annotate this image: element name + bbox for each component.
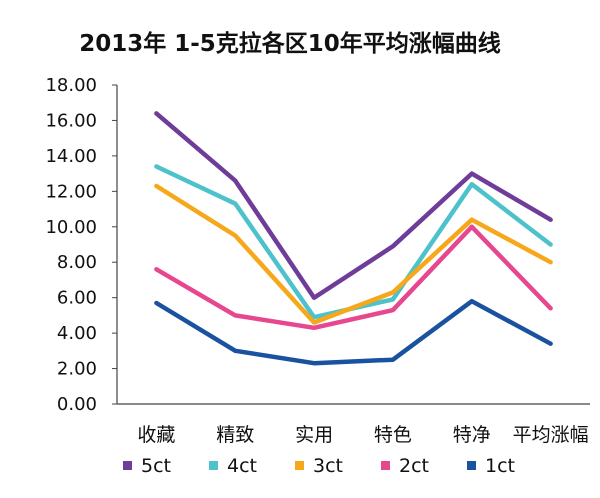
- legend-marker: [123, 461, 132, 470]
- y-tick-label: 6.00: [57, 288, 97, 309]
- x-tick-label: 平均涨幅: [513, 424, 589, 446]
- series-line-1ct: [154, 298, 553, 366]
- series-line-4ct: [154, 164, 553, 320]
- y-tick-label: 2.00: [57, 359, 97, 380]
- x-tick-labels: 收藏 精致 实用 特色 特净 平均涨幅: [137, 424, 588, 446]
- y-tick-label: 8.00: [57, 252, 97, 273]
- y-tick-label: 14.00: [45, 146, 97, 167]
- legend-marker: [381, 461, 390, 470]
- y-tick-label: 4.00: [57, 323, 97, 344]
- x-tick-label: 精致: [216, 424, 254, 446]
- x-tick-label: 特色: [374, 424, 412, 446]
- series-lines: [154, 111, 553, 366]
- legend-label: 2ct: [399, 455, 429, 477]
- axes: [116, 85, 590, 405]
- y-tick-label: 16.00: [45, 110, 97, 131]
- series-line-2ct: [154, 224, 553, 331]
- y-tick-label: 10.00: [45, 217, 97, 238]
- y-tick-label: 18.00: [45, 75, 97, 96]
- legend-label: 3ct: [313, 455, 343, 477]
- x-tick-label: 收藏: [137, 424, 175, 446]
- legend-marker: [467, 461, 476, 470]
- series-line-5ct: [154, 111, 553, 300]
- y-tick-label: 12.00: [45, 181, 97, 202]
- chart-title: 2013年 1-5克拉各区10年平均涨幅曲线: [79, 30, 501, 57]
- legend-label: 1ct: [485, 455, 515, 477]
- x-tick-label: 特净: [453, 424, 491, 446]
- legend-label: 4ct: [227, 455, 257, 477]
- legend-marker: [295, 461, 304, 470]
- legend-marker: [209, 461, 218, 470]
- legend: 5ct 4ct 3ct 2ct 1ct: [123, 455, 515, 477]
- legend-label: 5ct: [141, 455, 171, 477]
- series-line-3ct: [154, 183, 553, 325]
- x-tick-label: 实用: [295, 424, 333, 446]
- y-tick-labels: 18.00 16.00 14.00 12.00 10.00 8.00 6.00 4.00 2.0…: [45, 75, 117, 415]
- y-tick-label: 0.00: [57, 394, 97, 415]
